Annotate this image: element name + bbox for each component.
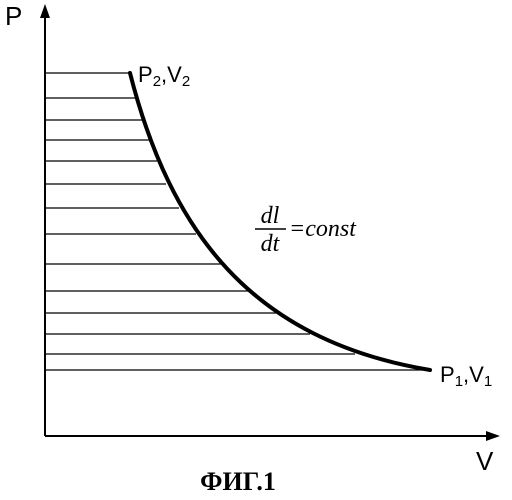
point-end-p-sub: 1	[455, 373, 463, 390]
point-label-start: P2,V2	[138, 62, 190, 90]
x-axis-arrow	[486, 431, 500, 441]
point-label-end: P1,V1	[440, 362, 492, 390]
equation-rhs: =const	[289, 216, 357, 242]
point-start-v-sub: 2	[182, 73, 190, 90]
point-end-v-sub: 1	[484, 373, 492, 390]
hatching	[45, 73, 430, 370]
equation: dl dt =const	[255, 203, 357, 257]
process-curve	[130, 73, 430, 370]
figure-caption: ФИГ.1	[200, 467, 276, 496]
point-start-p: P	[138, 62, 153, 87]
point-end-v: V	[469, 362, 484, 387]
y-axis-label: P	[5, 1, 22, 31]
equation-denominator: dt	[261, 231, 281, 257]
point-end-p: P	[440, 362, 455, 387]
point-start-p-sub: 2	[153, 73, 161, 90]
point-start-v: V	[167, 62, 182, 87]
y-axis-arrow	[40, 4, 50, 18]
x-axis-label: V	[476, 446, 494, 476]
equation-numerator: dl	[261, 203, 280, 229]
